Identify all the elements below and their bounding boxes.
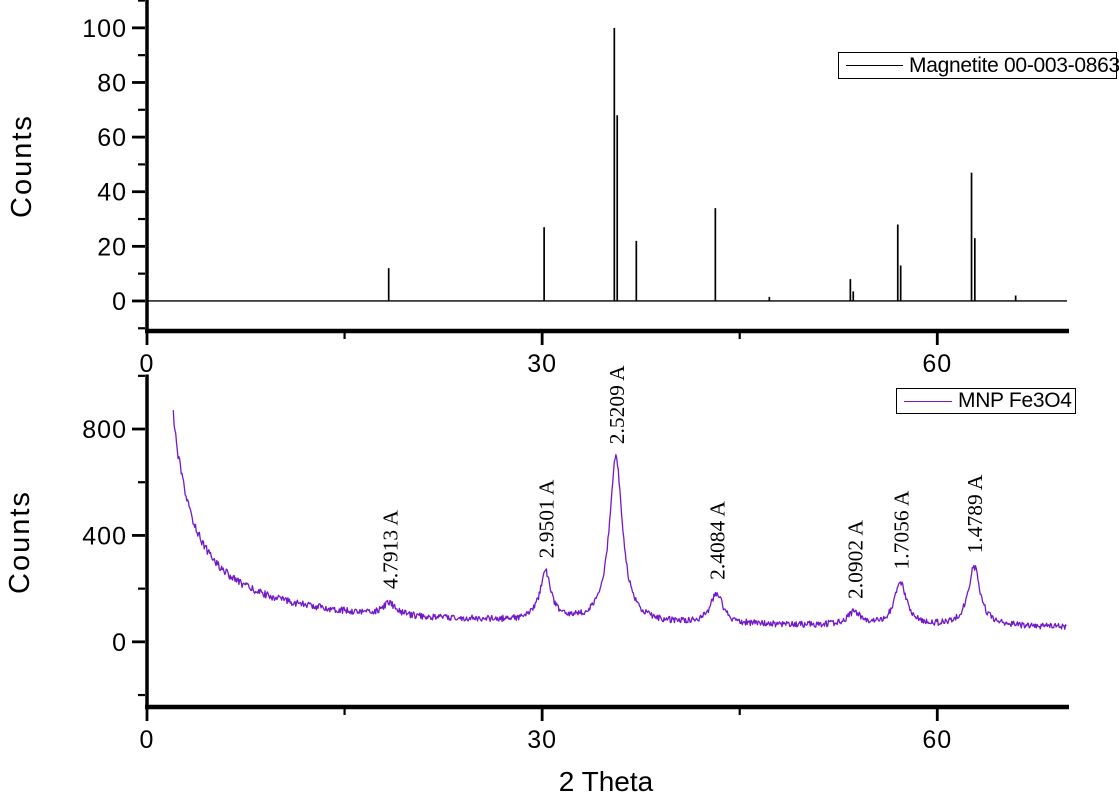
legend-line-sample-reference [846,65,903,66]
y-tick-label: 100 [82,15,127,43]
legend-label-mnp: MNP Fe3O4 [958,389,1072,412]
peak-annotation: 2.9501 A [534,479,558,558]
y-tick-label: 40 [97,179,127,207]
y-tick-label: 20 [97,233,127,261]
peak-annotation: 2.0902 A [843,520,867,599]
y-tick-label: 800 [82,416,127,444]
x-tick-label: 0 [140,726,155,754]
x-tick-label: 60 [922,350,952,378]
y-tick-label: 0 [112,288,127,316]
xlabel-2theta: 2 Theta [558,766,654,797]
sample-curve [172,410,1067,630]
y-tick-label: 60 [97,124,127,152]
x-tick-label: 30 [527,726,557,754]
peak-annotation: 1.4789 A [963,474,987,553]
y-tick-label: 80 [97,69,127,97]
ylabel-counts-bottom: Counts [4,490,36,594]
ylabel-counts-top: Counts [6,114,38,218]
y-tick-label: 0 [112,629,127,657]
peak-annotation: 2.5209 A [605,365,629,444]
legend-label-reference: Magnetite 00-003-0863 [909,53,1119,77]
x-tick-label: 0 [140,350,155,378]
legend-sample: MNP Fe3O4 [896,388,1076,414]
legend-line-sample-mnp [904,400,952,402]
y-tick-label: 400 [82,522,127,550]
peak-annotation: 1.7056 A [889,490,913,569]
peak-annotation: 2.4084 A [706,501,730,580]
legend-reference: Magnetite 00-003-0863 [838,52,1119,79]
x-tick-label: 30 [527,350,557,378]
peak-annotation: 4.7913 A [378,510,402,589]
x-tick-label: 60 [922,726,952,754]
